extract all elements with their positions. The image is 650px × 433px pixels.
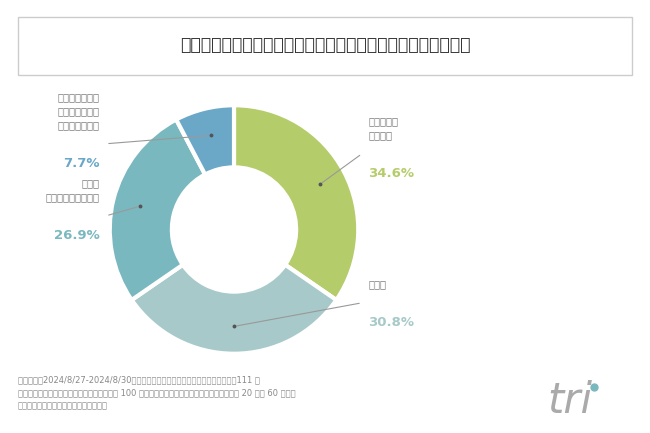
Text: 調査期間：2024/8/27-2024/8/30・調査方法：インターネット調査・調査人数：111 名: 調査期間：2024/8/27-2024/8/30・調査方法：インターネット調査・…: [18, 375, 260, 384]
Text: 34.6%: 34.6%: [368, 168, 414, 181]
Wedge shape: [110, 120, 205, 300]
Text: （n=26）: （n=26）: [157, 280, 198, 290]
Text: 30.8%: 30.8%: [368, 317, 414, 330]
Text: 調査対象：設立から５年以上経過した従業員 100 名以下の企業の経営者もしくは経営層である 20 代〜 60 代男女: 調査対象：設立から５年以上経過した従業員 100 名以下の企業の経営者もしくは経…: [18, 388, 296, 397]
Text: 経営層: 経営層: [368, 279, 386, 289]
Wedge shape: [132, 265, 336, 354]
FancyBboxPatch shape: [18, 17, 632, 75]
Text: 外部の専門家や
コンサルタント
との共同チーム: 外部の専門家や コンサルタント との共同チーム: [58, 92, 100, 130]
Text: モニター提供元：日本ビジネスリサーチ: モニター提供元：日本ビジネスリサーチ: [18, 401, 108, 410]
Wedge shape: [176, 105, 234, 174]
Text: 既存事業の
メンバー: 既存事業の メンバー: [368, 116, 398, 140]
Text: tri: tri: [547, 380, 593, 422]
Text: 新規事業開発の取り組みは、社内のどの部門が行いましたか？: 新規事業開発の取り組みは、社内のどの部門が行いましたか？: [180, 36, 470, 54]
Wedge shape: [234, 105, 358, 300]
Text: 7.7%: 7.7%: [63, 158, 100, 171]
Text: 専任の
新規事業開発チーム: 専任の 新規事業開発チーム: [46, 178, 100, 202]
Text: 26.9%: 26.9%: [54, 229, 100, 242]
